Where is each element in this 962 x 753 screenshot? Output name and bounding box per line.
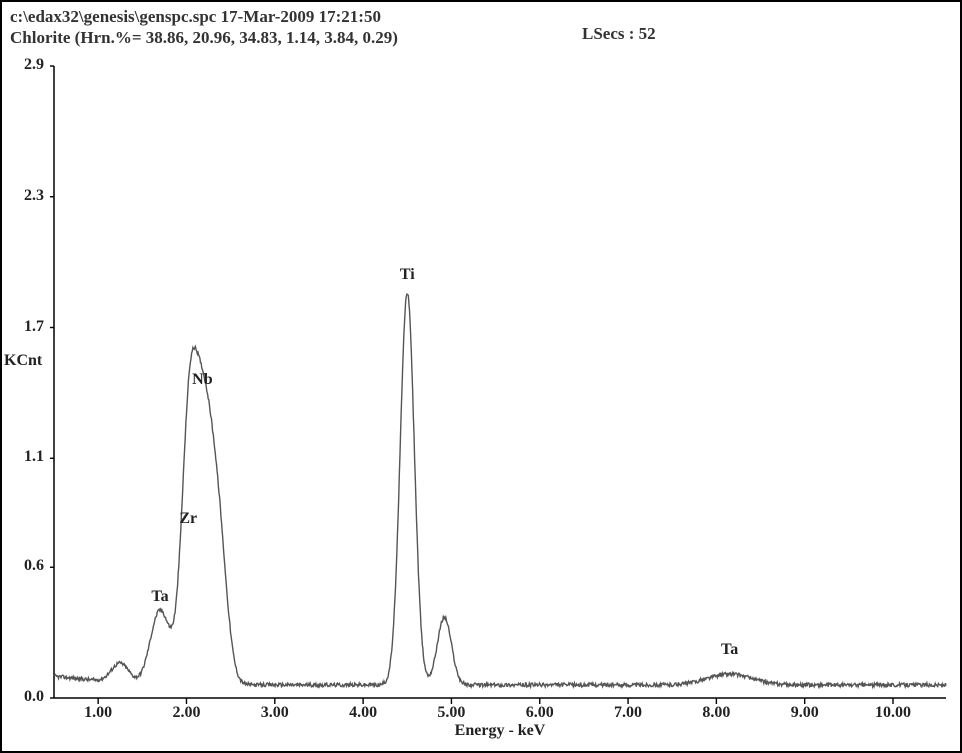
x-tick-label: 3.00 [261, 704, 289, 722]
composition-text: Chlorite (Hrn.%= 38.86, 20.96, 34.83, 1.… [10, 27, 952, 48]
peak-label-zr: Zr [179, 510, 197, 528]
peak-label-nb: Nb [192, 371, 212, 389]
x-tick-label: 4.00 [349, 704, 377, 722]
x-tick-label: 9.00 [791, 704, 819, 722]
y-tick-label: 1.1 [8, 448, 44, 466]
file-path-text: c:\edax32\genesis\genspc.spc 17-Mar-2009… [10, 6, 952, 27]
y-tick-label: 0.0 [8, 688, 44, 706]
header-block: c:\edax32\genesis\genspc.spc 17-Mar-2009… [10, 6, 952, 49]
x-tick-label: 5.00 [437, 704, 465, 722]
x-tick-label: 6.00 [526, 704, 554, 722]
chart-frame: c:\edax32\genesis\genspc.spc 17-Mar-2009… [0, 0, 962, 753]
x-tick-label: 8.00 [702, 704, 730, 722]
x-axis-label: Energy - keV [455, 722, 546, 740]
y-tick-label: 1.7 [8, 318, 44, 336]
x-tick-label: 7.00 [614, 704, 642, 722]
spectrum-plot [50, 62, 950, 742]
x-tick-label: 2.00 [172, 704, 200, 722]
peak-label-ta: Ta [721, 641, 738, 659]
x-tick-label: 1.00 [84, 704, 112, 722]
x-tick-label: 10.00 [875, 704, 911, 722]
y-tick-label: 2.3 [8, 187, 44, 205]
y-tick-label: 2.9 [8, 56, 44, 74]
peak-label-ti: Ti [400, 266, 415, 284]
lsecs-text: LSecs : 52 [582, 24, 656, 44]
y-axis-label: KCnt [4, 352, 42, 370]
y-tick-label: 0.6 [8, 557, 44, 575]
peak-label-ta: Ta [151, 588, 168, 606]
